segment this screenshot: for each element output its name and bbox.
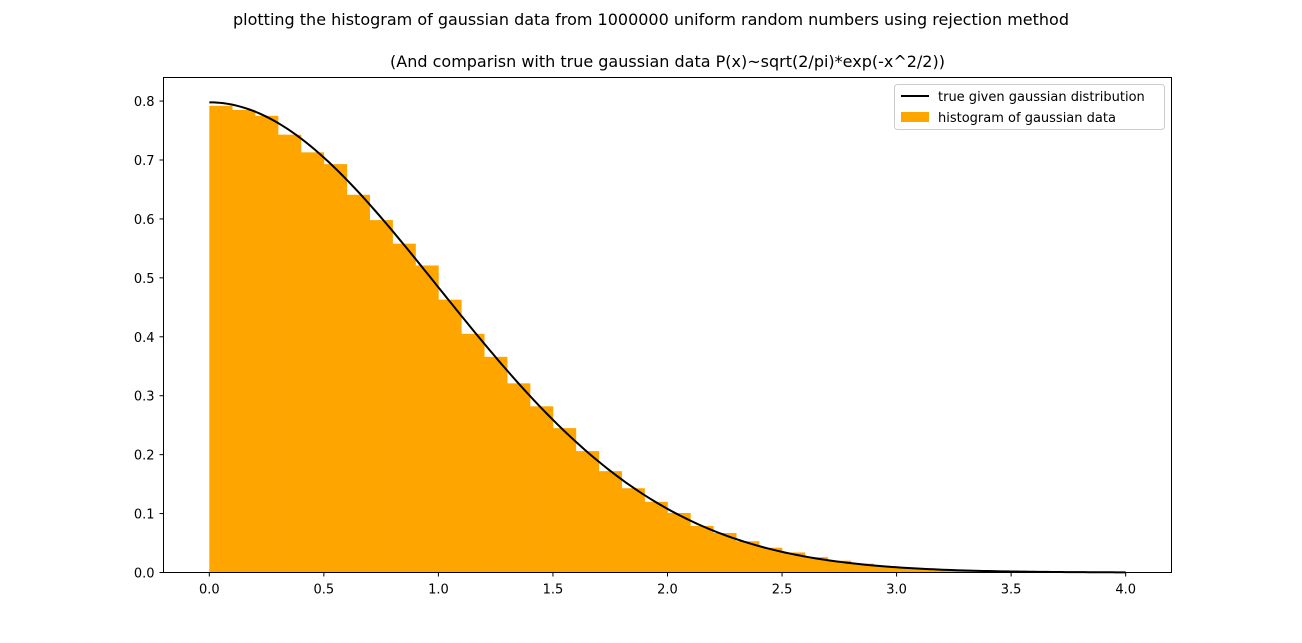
y-tick-label: 0.7 — [134, 154, 155, 169]
histogram-bar — [575, 451, 600, 573]
histogram-bar — [873, 566, 897, 573]
histogram-bar — [919, 568, 943, 573]
y-tick-label: 0.4 — [134, 331, 155, 346]
histogram-bar — [346, 194, 370, 573]
histogram-bar — [255, 115, 279, 573]
histogram-bar — [507, 383, 531, 573]
histogram-bar — [942, 570, 966, 573]
histogram-bar — [667, 512, 691, 573]
x-tick-label: 1.0 — [428, 583, 449, 598]
histogram-bar — [644, 501, 668, 573]
histogram-bar — [736, 541, 760, 573]
x-tick-label: 1.5 — [543, 583, 564, 598]
histogram-bar — [323, 164, 348, 573]
legend-label-line: true given gaussian distribution — [938, 90, 1145, 105]
y-tick-label: 0.8 — [134, 95, 155, 110]
histogram-bar — [896, 567, 920, 573]
y-tick-label: 0.0 — [134, 567, 155, 582]
histogram-bar — [598, 471, 622, 573]
histogram-bar — [484, 356, 508, 573]
histogram-bar — [369, 220, 393, 573]
histogram-bar — [438, 299, 462, 573]
histogram-bar — [827, 560, 852, 573]
x-tick-label: 2.5 — [772, 583, 793, 598]
histogram-bar — [209, 105, 233, 573]
legend-box — [894, 84, 1165, 130]
legend-bar-swatch — [901, 112, 929, 122]
x-tick-label: 3.5 — [1001, 583, 1022, 598]
y-tick-label: 0.1 — [134, 508, 155, 523]
histogram-bar — [232, 109, 256, 573]
y-tick-label: 0.5 — [134, 272, 155, 287]
histogram-bar — [461, 333, 485, 573]
histogram-bar — [530, 406, 554, 573]
histogram-bar — [690, 525, 714, 573]
x-tick-label: 0.5 — [314, 583, 335, 598]
legend-label-histogram: histogram of gaussian data — [938, 111, 1116, 126]
histogram-bar — [621, 488, 645, 573]
x-tick-label: 2.0 — [657, 583, 678, 598]
x-tick-label: 0.0 — [199, 583, 220, 598]
histogram-bar — [804, 557, 829, 573]
histogram-bars — [209, 105, 1126, 573]
histogram-bar — [415, 265, 439, 573]
y-tick-label: 0.2 — [134, 449, 155, 464]
x-tick-label: 3.0 — [886, 583, 907, 598]
x-axis: 0.0 0.5 1.0 1.5 2.0 2.5 3.0 3.5 4.0 — [199, 572, 1136, 598]
y-axis: 0.0 0.1 0.2 0.3 0.4 0.5 0.6 0.7 0.8 — [134, 95, 164, 582]
histogram-bar — [850, 563, 874, 573]
chart-suptitle: plotting the histogram of gaussian data … — [233, 10, 1069, 29]
histogram-bar — [713, 533, 737, 573]
gaussian-curve-layer — [209, 101, 1126, 574]
gaussian-curve — [209, 101, 1126, 574]
histogram-bar — [759, 547, 783, 573]
chart-subtitle: (And comparisn with true gaussian data P… — [390, 52, 945, 71]
histogram-bar — [392, 243, 416, 573]
histogram-bar — [278, 134, 302, 573]
histogram-bar — [552, 428, 577, 573]
legend: true given gaussian distribution histogr… — [894, 84, 1165, 130]
x-tick-label: 4.0 — [1115, 583, 1136, 598]
y-tick-label: 0.3 — [134, 390, 155, 405]
histogram-bar — [300, 152, 325, 573]
histogram-bar — [782, 552, 806, 573]
y-tick-label: 0.6 — [134, 213, 155, 228]
